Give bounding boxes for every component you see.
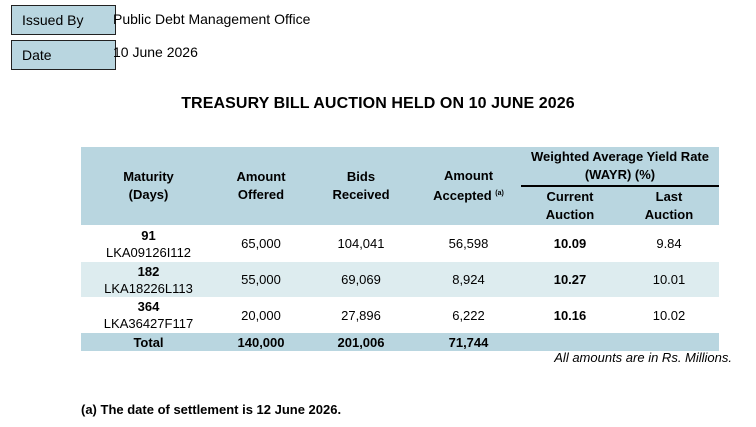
offered-cell: 55,000	[241, 272, 281, 287]
accepted-cell: 8,924	[452, 272, 485, 287]
bids-cell: 27,896	[341, 307, 381, 323]
page-title: TREASURY BILL AUCTION HELD ON 10 JUNE 20…	[181, 95, 575, 112]
table-row: 364 LKA36427F117 20,000 27,896 6,222 10.…	[81, 297, 719, 333]
date-label: Date	[11, 40, 116, 70]
issued-by-label: Issued By	[11, 5, 116, 35]
last-yield-cell: 10.01	[652, 272, 686, 287]
last-yield-cell: 9.84	[656, 236, 682, 251]
accepted-footnote-marker: (a)	[495, 190, 504, 197]
header-current-auction: Current Auction	[545, 189, 595, 222]
maturity-cell: 91 LKA09126I112	[105, 227, 192, 260]
header-wayr: Weighted Average Yield Rate (WAYR) (%)	[521, 147, 719, 187]
total-last-empty	[619, 333, 719, 351]
header-row-top: Maturity (Days) Amount Offered Bids Rece…	[81, 147, 719, 203]
issued-by-value: Public Debt Management Office	[113, 11, 311, 27]
offered-cell: 20,000	[241, 307, 281, 323]
accepted-cell: 56,598	[448, 236, 489, 251]
total-label: Total	[133, 334, 164, 350]
date-value: 10 June 2026	[113, 44, 198, 60]
settlement-footnote: (a) The date of settlement is 12 June 20…	[81, 402, 342, 417]
header-bids-received: Bids Received	[332, 169, 390, 202]
total-accepted: 71,744	[448, 334, 489, 350]
table-row: 182 LKA18226L113 55,000 69,069 8,924 10.…	[81, 262, 719, 297]
total-current-empty	[521, 333, 619, 351]
maturity-cell: 364 LKA36427F117	[103, 299, 194, 331]
header-maturity: Maturity (Days)	[123, 169, 174, 202]
table-row: 91 LKA09126I112 65,000 104,041 56,598 10…	[81, 225, 719, 262]
current-yield-cell: 10.27	[553, 272, 587, 287]
total-offered: 140,000	[237, 334, 285, 350]
last-yield-cell: 10.02	[652, 307, 686, 323]
bids-cell: 69,069	[341, 272, 381, 287]
bids-cell: 104,041	[337, 236, 385, 251]
total-bids: 201,006	[337, 334, 385, 350]
accepted-cell: 6,222	[452, 307, 485, 323]
total-row: Total 140,000 201,006 71,744	[81, 333, 719, 351]
offered-cell: 65,000	[241, 236, 281, 251]
header-amount-accepted: Amount Accepted (a)	[433, 168, 504, 203]
amounts-note: All amounts are in Rs. Millions.	[554, 350, 732, 365]
header-amount-offered: Amount Offered	[236, 169, 286, 202]
current-yield-cell: 10.09	[553, 236, 587, 251]
header-last-auction: Last Auction	[644, 189, 694, 222]
current-yield-cell: 10.16	[553, 307, 587, 323]
maturity-cell: 182 LKA18226L113	[104, 263, 193, 296]
auction-table: Maturity (Days) Amount Offered Bids Rece…	[81, 147, 719, 351]
